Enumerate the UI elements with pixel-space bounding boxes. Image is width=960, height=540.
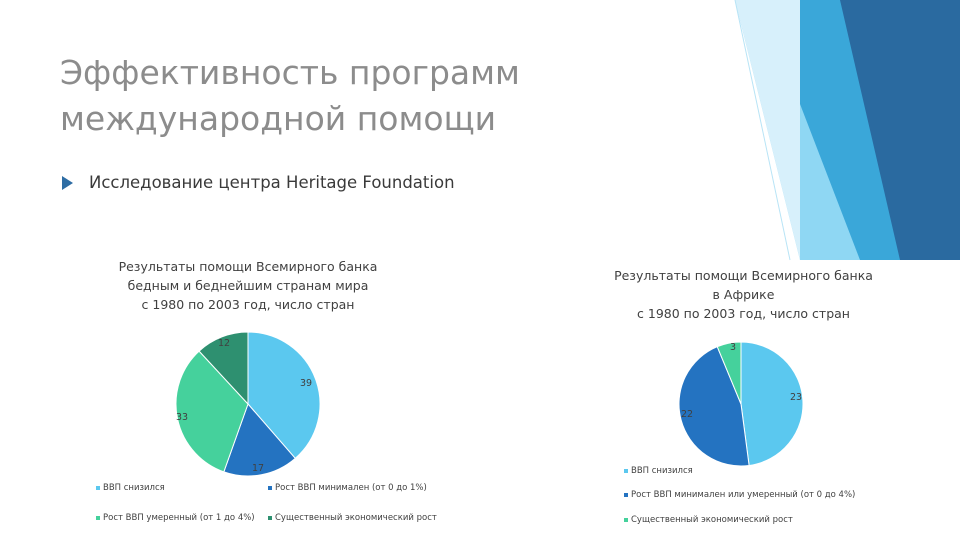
pie1-slice-4 [198,331,249,406]
legend-label: Существенный экономический рост [631,515,793,525]
pie2-slice-2 [678,346,750,467]
page-title: Эффективность программ международной пом… [60,50,700,142]
chart2-title: Результаты помощи Всемирного банка в Афр… [614,268,873,321]
bullet-text: Исследование центра Heritage Foundation [89,173,455,192]
legend-swatch [268,486,272,490]
legend1-item-1: ВВП снизился [96,483,165,493]
legend-label: ВВП снизился [631,466,693,476]
chart1-title: Результаты помощи Всемирного банка бедны… [118,259,378,312]
decor-shape-dark [840,0,960,260]
legend-swatch [268,516,272,520]
legend-swatch [624,493,628,497]
pie1-data-label-2: 17 [252,463,264,474]
pie-chart-1: 39 17 33 12 [175,331,321,477]
legend-label: Рост ВВП минимален или умеренный (от 0 д… [631,490,856,500]
pie-chart-2: 23 22 3 [678,341,804,467]
legend-swatch [624,518,628,522]
legend-swatch [96,486,100,490]
pie2-data-label-2: 22 [681,409,693,420]
decor-line [734,0,791,261]
decor-shape-pale [735,0,800,260]
legend1-item-3: Рост ВВП умеренный (от 1 до 4%) [96,513,255,523]
legend-swatch [624,469,628,473]
triangle-bullet-icon [62,175,73,190]
page-title-line1: Эффективность программ [60,53,520,92]
pie1-slice-3 [175,350,249,473]
pie1-data-label-3: 33 [176,412,188,423]
pie1-data-label-4: 12 [218,338,230,349]
pie2-data-label-3: 3 [730,342,736,353]
legend-label: Рост ВВП умеренный (от 1 до 4%) [103,513,255,523]
pie1-slice-1 [247,331,321,460]
pie2-data-label-1: 23 [790,392,802,403]
page-title-line2: международной помощи [60,99,497,138]
legend-label: Существенный экономический рост [275,513,437,523]
legend1-item-4: Существенный экономический рост [268,513,437,523]
legend2-item-2: Рост ВВП минимален или умеренный (от 0 д… [624,490,855,500]
pie2-slice-3 [716,341,742,405]
bullet-item: Исследование центра Heritage Foundation [62,173,455,192]
pie2-slice-1 [740,341,804,467]
legend1-item-2: Рост ВВП минимален (от 0 до 1%) [268,483,427,493]
legend2-item-3: Существенный экономический рост [624,515,793,525]
pie1-data-label-1: 39 [300,378,312,389]
legend2-item-1: ВВП снизился [624,466,693,476]
legend-label: ВВП снизился [103,483,165,493]
legend-swatch [96,516,100,520]
legend-label: Рост ВВП минимален (от 0 до 1%) [275,483,427,493]
